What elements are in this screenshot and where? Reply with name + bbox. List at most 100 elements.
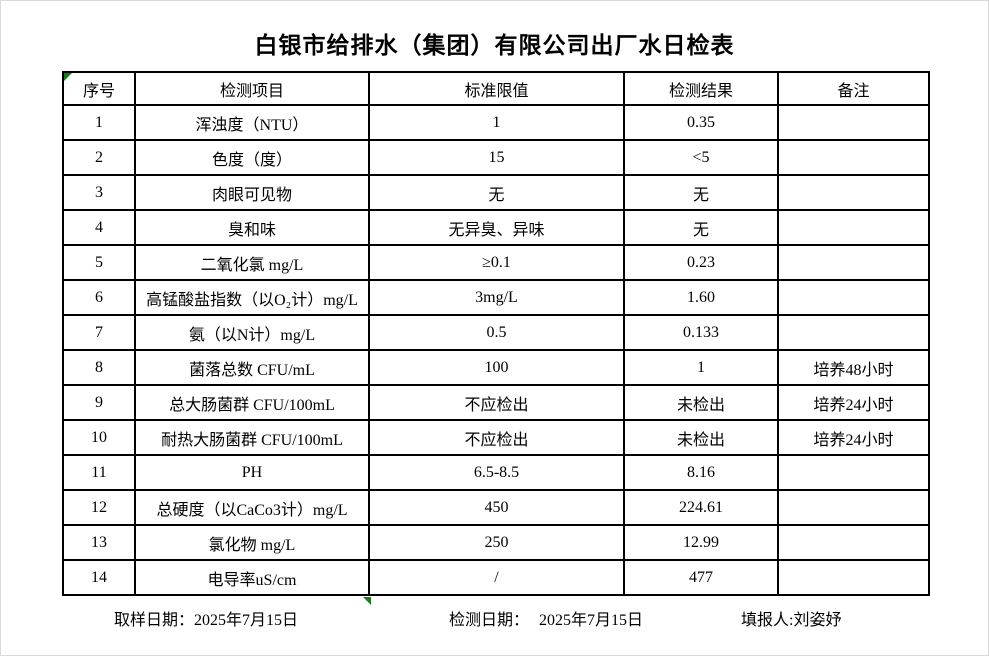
header-cell-limit: 标准限值 [368,71,625,106]
table-row: 4 臭和味 无异臭、异味 无 [62,209,930,246]
item-cell: PH [134,454,370,491]
result-cell: 0.133 [623,314,779,351]
item-cell: 氯化物 mg/L [134,524,370,561]
remark-cell [777,454,930,491]
sampling-date: 取样日期：2025年7月15日 [114,606,298,630]
remark-cell [777,174,930,211]
header-cell-item: 检测项目 [134,71,370,106]
remark-cell [777,209,930,246]
limit-cell: 无 [368,174,625,211]
remark-cell [777,279,930,316]
limit-cell: 1 [368,104,625,141]
table-row: 10 耐热大肠菌群 CFU/100mL 不应检出 未检出 培养24小时 [62,419,930,456]
remark-cell: 培养24小时 [777,384,930,421]
seq-cell: 6 [62,279,136,316]
remark-cell: 培养24小时 [777,419,930,456]
result-cell: 无 [623,209,779,246]
limit-cell: 3mg/L [368,279,625,316]
test-date: 检测日期： 2025年7月15日 [449,606,643,630]
seq-cell: 2 [62,139,136,176]
limit-cell: 不应检出 [368,384,625,421]
limit-cell: 450 [368,489,625,526]
result-cell: 1.60 [623,279,779,316]
seq-cell: 3 [62,174,136,211]
table-row: 5 二氧化氯 mg/L ≥0.1 0.23 [62,244,930,281]
limit-cell: 无异臭、异味 [368,209,625,246]
table-row: 13 氯化物 mg/L 250 12.99 [62,524,930,561]
seq-cell: 4 [62,209,136,246]
limit-cell: ≥0.1 [368,244,625,281]
limit-cell: 0.5 [368,314,625,351]
limit-cell: 15 [368,139,625,176]
result-cell: 无 [623,174,779,211]
test-date-label: 检测日期： [449,612,530,629]
seq-cell: 1 [62,104,136,141]
green-bottom-marker-icon [363,597,371,605]
item-cell: 总硬度（以CaCo3计）mg/L [134,489,370,526]
seq-cell: 8 [62,349,136,386]
seq-cell: 9 [62,384,136,421]
remark-cell [777,139,930,176]
header-cell-remark: 备注 [777,71,930,106]
table-row: 7 氨（以N计）mg/L 0.5 0.133 [62,314,930,351]
item-cell: 色度（度） [134,139,370,176]
header-cell-seq: 序号 [62,71,136,106]
seq-cell: 14 [62,559,136,596]
remark-cell [777,244,930,281]
table-row: 3 肉眼可见物 无 无 [62,174,930,211]
inspection-table: 序号 检测项目 标准限值 检测结果 备注 1 浑浊度（NTU） 1 0.35 2… [62,71,930,596]
seq-cell: 11 [62,454,136,491]
remark-cell [777,104,930,141]
result-cell: 8.16 [623,454,779,491]
test-date-value: 2025年7月15日 [539,612,644,629]
table-row: 6 高锰酸盐指数（以O₂计）mg/L 3mg/L 1.60 [62,279,930,316]
seq-cell: 13 [62,524,136,561]
result-cell: 未检出 [623,419,779,456]
table-row: 14 电导率uS/cm / 477 [62,559,930,596]
seq-cell: 12 [62,489,136,526]
item-cell: 臭和味 [134,209,370,246]
limit-cell: / [368,559,625,596]
table-row: 1 浑浊度（NTU） 1 0.35 [62,104,930,141]
item-cell: 浑浊度（NTU） [134,104,370,141]
table-row: 12 总硬度（以CaCo3计）mg/L 450 224.61 [62,489,930,526]
page-title: 白银市给排水（集团）有限公司出厂水日检表 [254,33,735,58]
result-cell: 0.35 [623,104,779,141]
header-row: 序号 检测项目 标准限值 检测结果 备注 [62,71,930,106]
reporter: 填报人:刘姿妤 [741,606,841,630]
remark-cell [777,559,930,596]
result-cell: 477 [623,559,779,596]
limit-cell: 6.5-8.5 [368,454,625,491]
table-row: 2 色度（度） 15 <5 [62,139,930,176]
result-cell: 224.61 [623,489,779,526]
remark-cell [777,524,930,561]
item-cell: 高锰酸盐指数（以O₂计）mg/L [134,279,370,316]
item-cell: 总大肠菌群 CFU/100mL [134,384,370,421]
result-cell: 12.99 [623,524,779,561]
result-cell: 1 [623,349,779,386]
limit-cell: 250 [368,524,625,561]
sampling-date-value: 2025年7月15日 [194,612,299,629]
result-cell: <5 [623,139,779,176]
remark-cell [777,489,930,526]
table-row: 8 菌落总数 CFU/mL 100 1 培养48小时 [62,349,930,386]
item-cell: 电导率uS/cm [134,559,370,596]
remark-cell [777,314,930,351]
limit-cell: 不应检出 [368,419,625,456]
seq-cell: 10 [62,419,136,456]
item-cell: 二氧化氯 mg/L [134,244,370,281]
table-row: 9 总大肠菌群 CFU/100mL 不应检出 未检出 培养24小时 [62,384,930,421]
limit-cell: 100 [368,349,625,386]
reporter-name: 刘姿妤 [793,612,842,629]
remark-cell: 培养48小时 [777,349,930,386]
item-cell: 肉眼可见物 [134,174,370,211]
result-cell: 未检出 [623,384,779,421]
seq-cell: 5 [62,244,136,281]
table-row: 11 PH 6.5-8.5 8.16 [62,454,930,491]
result-cell: 0.23 [623,244,779,281]
item-cell: 耐热大肠菌群 CFU/100mL [134,419,370,456]
sampling-date-label: 取样日期： [114,612,195,629]
seq-cell: 7 [62,314,136,351]
header-cell-result: 检测结果 [623,71,779,106]
